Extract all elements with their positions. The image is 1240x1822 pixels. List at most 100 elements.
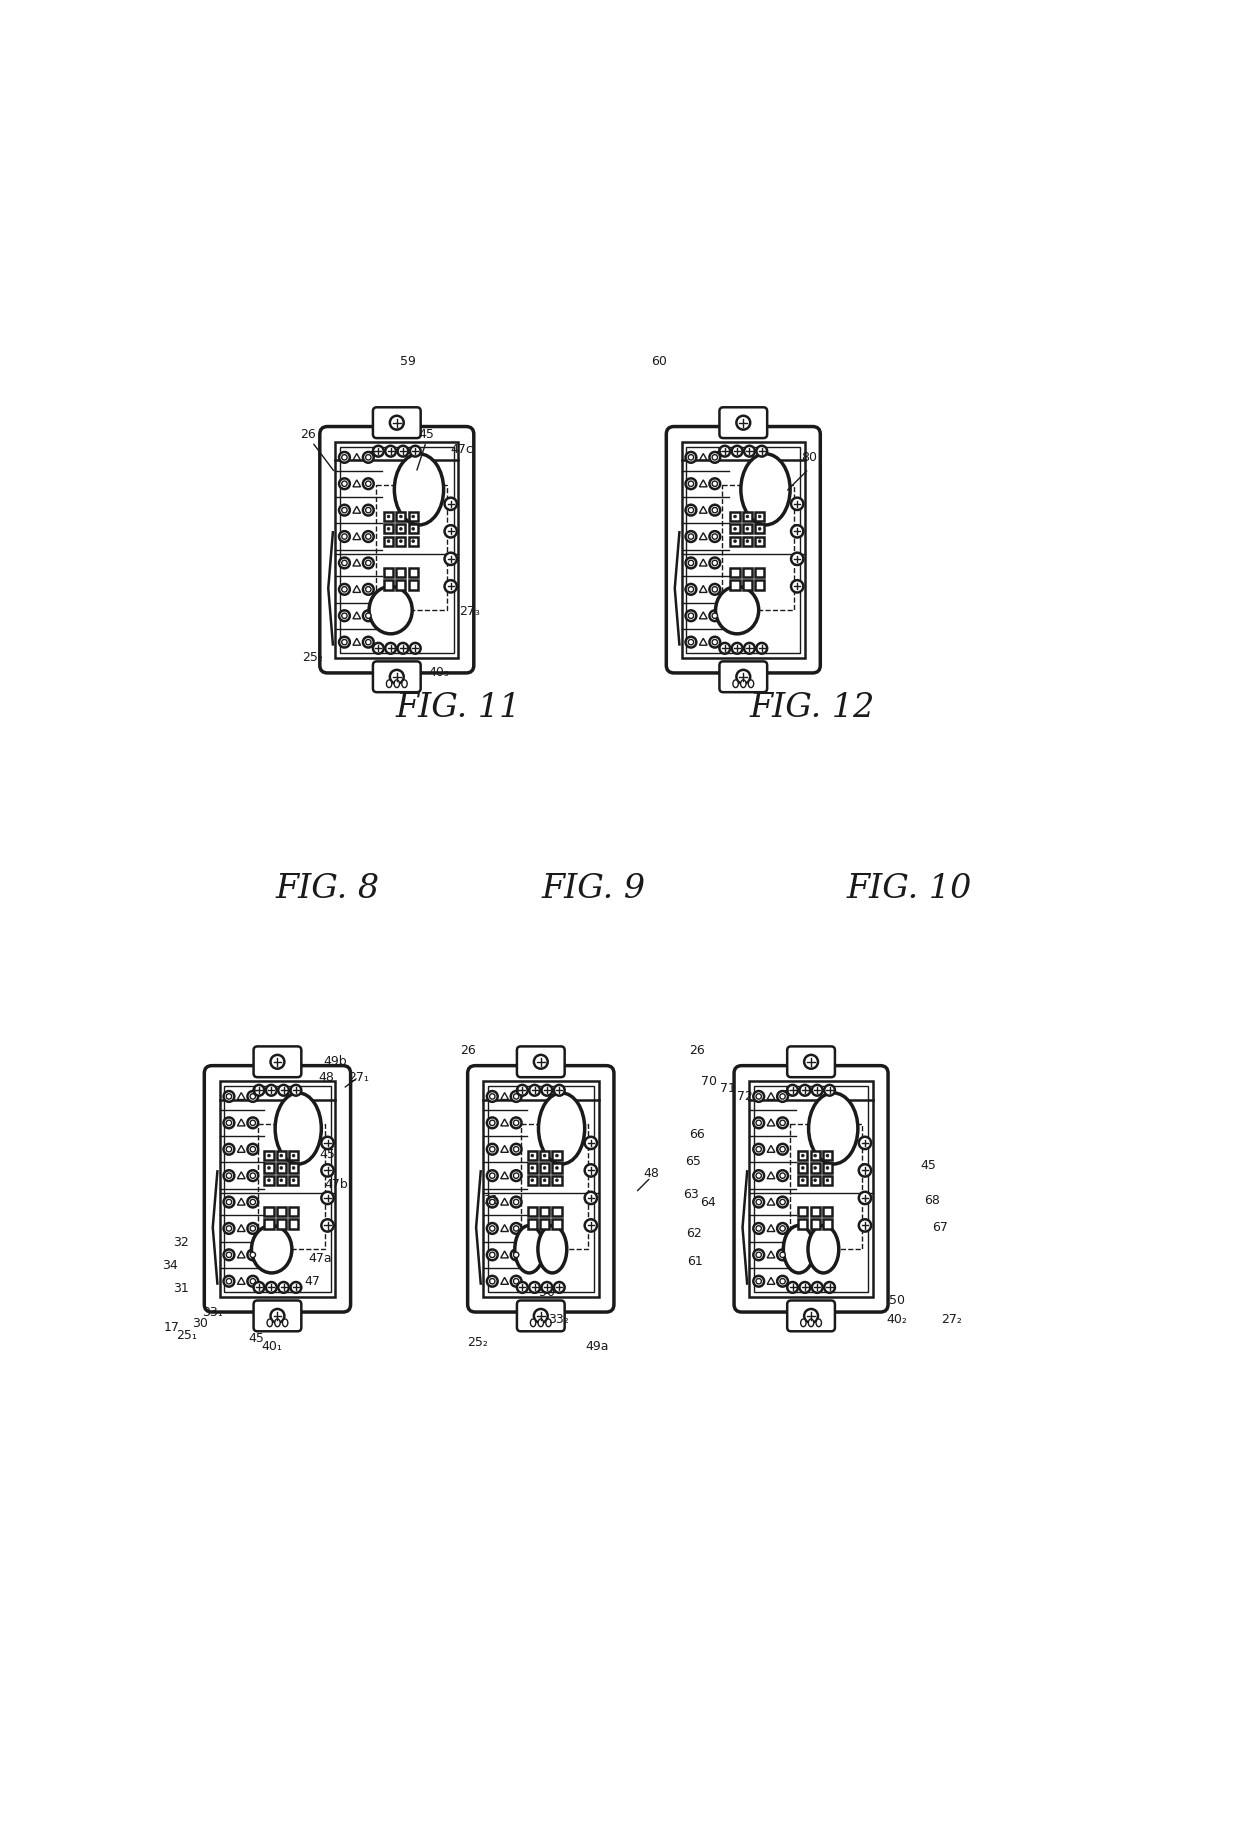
Circle shape: [754, 1275, 764, 1286]
Bar: [552, 1208, 562, 1217]
Circle shape: [410, 446, 420, 457]
Circle shape: [712, 612, 718, 618]
Circle shape: [265, 1084, 277, 1095]
Circle shape: [712, 481, 718, 486]
Circle shape: [250, 1252, 255, 1257]
Circle shape: [826, 1166, 828, 1170]
Circle shape: [444, 497, 456, 510]
Circle shape: [777, 1170, 787, 1181]
Bar: [528, 1175, 537, 1184]
Bar: [277, 1175, 286, 1184]
Circle shape: [293, 1179, 295, 1182]
Circle shape: [366, 640, 371, 645]
Circle shape: [754, 1197, 764, 1208]
Circle shape: [487, 1197, 497, 1208]
Text: 26: 26: [460, 1044, 475, 1057]
Circle shape: [386, 446, 396, 457]
Circle shape: [342, 612, 347, 618]
Text: +: +: [370, 446, 374, 456]
Bar: [484, 1080, 599, 1297]
Bar: [384, 512, 393, 521]
Bar: [408, 525, 418, 534]
Bar: [823, 1208, 832, 1217]
Bar: [528, 1152, 537, 1161]
Bar: [823, 1219, 832, 1228]
Circle shape: [712, 559, 718, 565]
Circle shape: [511, 1250, 522, 1261]
Bar: [749, 1080, 873, 1297]
Circle shape: [709, 558, 720, 568]
Circle shape: [410, 643, 420, 654]
Circle shape: [363, 479, 373, 488]
Circle shape: [554, 1084, 564, 1095]
Circle shape: [511, 1223, 522, 1233]
Bar: [743, 568, 751, 578]
Text: 45: 45: [418, 428, 434, 441]
Bar: [408, 581, 418, 590]
Bar: [335, 443, 459, 658]
Text: 60: 60: [651, 355, 667, 368]
Circle shape: [339, 558, 350, 568]
Text: 49a: 49a: [585, 1341, 609, 1354]
Bar: [289, 1152, 298, 1161]
Bar: [682, 443, 805, 658]
Text: 45: 45: [920, 1159, 936, 1172]
Circle shape: [712, 508, 718, 512]
Circle shape: [534, 1055, 548, 1070]
Circle shape: [248, 1170, 258, 1181]
Bar: [811, 1208, 820, 1217]
Text: 27₂: 27₂: [941, 1314, 962, 1326]
Circle shape: [754, 1170, 764, 1181]
Circle shape: [487, 1144, 497, 1155]
Circle shape: [531, 1179, 533, 1182]
Circle shape: [293, 1166, 295, 1170]
Circle shape: [712, 456, 718, 459]
Circle shape: [250, 1279, 255, 1285]
Bar: [743, 525, 751, 534]
Circle shape: [746, 516, 749, 517]
Bar: [264, 1175, 274, 1184]
Circle shape: [265, 1283, 277, 1294]
Circle shape: [511, 1091, 522, 1102]
Circle shape: [342, 587, 347, 592]
Text: 26: 26: [300, 428, 316, 441]
Circle shape: [688, 559, 693, 565]
Circle shape: [517, 1084, 528, 1095]
Circle shape: [248, 1223, 258, 1233]
Circle shape: [744, 446, 755, 457]
Circle shape: [339, 452, 350, 463]
Circle shape: [688, 640, 693, 645]
Circle shape: [686, 505, 697, 516]
Circle shape: [746, 539, 749, 543]
Circle shape: [248, 1117, 258, 1128]
Bar: [277, 1208, 286, 1217]
Text: FIG. 12: FIG. 12: [750, 692, 875, 723]
Text: +: +: [252, 1086, 257, 1095]
Circle shape: [791, 525, 804, 537]
Circle shape: [339, 505, 350, 516]
Circle shape: [339, 610, 350, 621]
Text: 68: 68: [924, 1193, 940, 1206]
Bar: [799, 1208, 807, 1217]
Bar: [289, 1175, 298, 1184]
Circle shape: [387, 516, 389, 517]
Circle shape: [826, 1153, 828, 1157]
Circle shape: [744, 643, 755, 654]
Ellipse shape: [538, 1226, 567, 1274]
Circle shape: [223, 1275, 234, 1286]
Bar: [790, 1124, 862, 1250]
Text: 27₁: 27₁: [348, 1071, 368, 1084]
Ellipse shape: [538, 1319, 543, 1326]
Bar: [264, 1162, 274, 1173]
Bar: [289, 1162, 298, 1173]
Circle shape: [780, 1093, 785, 1099]
Circle shape: [389, 670, 404, 683]
Circle shape: [342, 640, 347, 645]
Circle shape: [709, 532, 720, 541]
Text: 32: 32: [174, 1237, 188, 1250]
Bar: [528, 1208, 537, 1217]
Circle shape: [777, 1197, 787, 1208]
Circle shape: [290, 1283, 301, 1294]
Circle shape: [791, 497, 804, 510]
Circle shape: [513, 1146, 518, 1152]
